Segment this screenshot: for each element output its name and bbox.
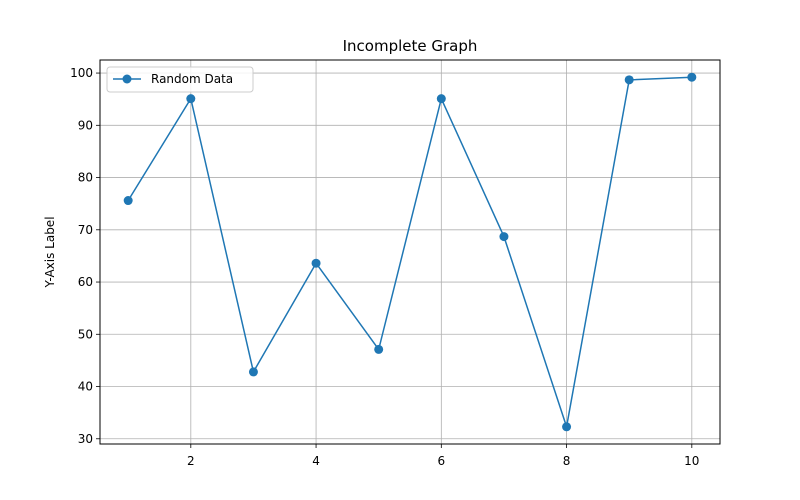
legend: Random Data — [106, 66, 254, 93]
data-point — [311, 258, 321, 268]
data-point — [248, 367, 258, 377]
x-tick-label: 4 — [312, 454, 320, 468]
data-point — [562, 422, 572, 432]
series-layer — [123, 72, 697, 432]
data-point — [123, 196, 133, 206]
y-tick-label: 100 — [70, 66, 93, 80]
legend-entry-label: Random Data — [151, 72, 233, 86]
x-tick-label: 10 — [684, 454, 699, 468]
data-point — [499, 232, 509, 242]
data-point — [186, 94, 196, 104]
data-point — [687, 72, 697, 82]
ticks: 2 4 6 8 10 30 40 50 60 70 80 90 100 — [70, 66, 699, 468]
x-tick-label: 6 — [437, 454, 445, 468]
data-point — [624, 75, 634, 85]
data-point — [374, 344, 384, 354]
y-axis-label: Y-Axis Label — [43, 216, 57, 288]
series-line — [127, 76, 692, 428]
chart-title: Incomplete Graph — [343, 37, 478, 55]
y-tick-label: 90 — [78, 118, 93, 132]
x-tick-label: 8 — [563, 454, 571, 468]
y-tick-label: 60 — [78, 275, 93, 289]
legend-marker-swatch — [122, 74, 132, 84]
legend-box — [106, 66, 254, 93]
data-point — [436, 94, 446, 104]
y-tick-label: 50 — [78, 327, 93, 341]
grid — [100, 60, 720, 444]
plot-area-frame — [99, 59, 721, 445]
x-tick-label: 2 — [187, 454, 195, 468]
y-tick-label: 70 — [78, 223, 93, 237]
y-tick-label: 40 — [78, 380, 93, 394]
y-tick-label: 80 — [78, 171, 93, 185]
y-tick-label: 30 — [78, 432, 93, 446]
